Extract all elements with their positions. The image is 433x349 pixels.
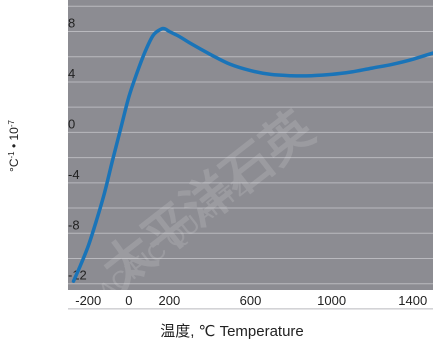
x-axis-label: 温度, ℃ Temperature (160, 323, 304, 340)
x-tick-label: 200 (159, 293, 181, 308)
series-layer (71, 26, 433, 283)
plot-area (68, 0, 433, 290)
x-tick-label: 1000 (317, 293, 346, 308)
x-tick-label: 600 (240, 293, 262, 308)
series-line (71, 26, 433, 283)
y-tick-label: 4 (68, 66, 75, 81)
x-tick-label: 0 (125, 293, 132, 308)
y-axis-label: °C-1 • 10-7 (7, 119, 22, 171)
y-tick-label: 8 (68, 16, 75, 31)
y-tick-label: -8 (68, 217, 80, 232)
x-tick-label: 1400 (398, 293, 427, 308)
y-tick-label: 0 (68, 116, 75, 131)
x-tick-label: -200 (75, 293, 101, 308)
y-tick-label: -4 (68, 167, 80, 182)
grid-lines (68, 5, 433, 310)
x-axis-tick-labels: -200 0 200 600 1000 1400 (75, 293, 427, 308)
